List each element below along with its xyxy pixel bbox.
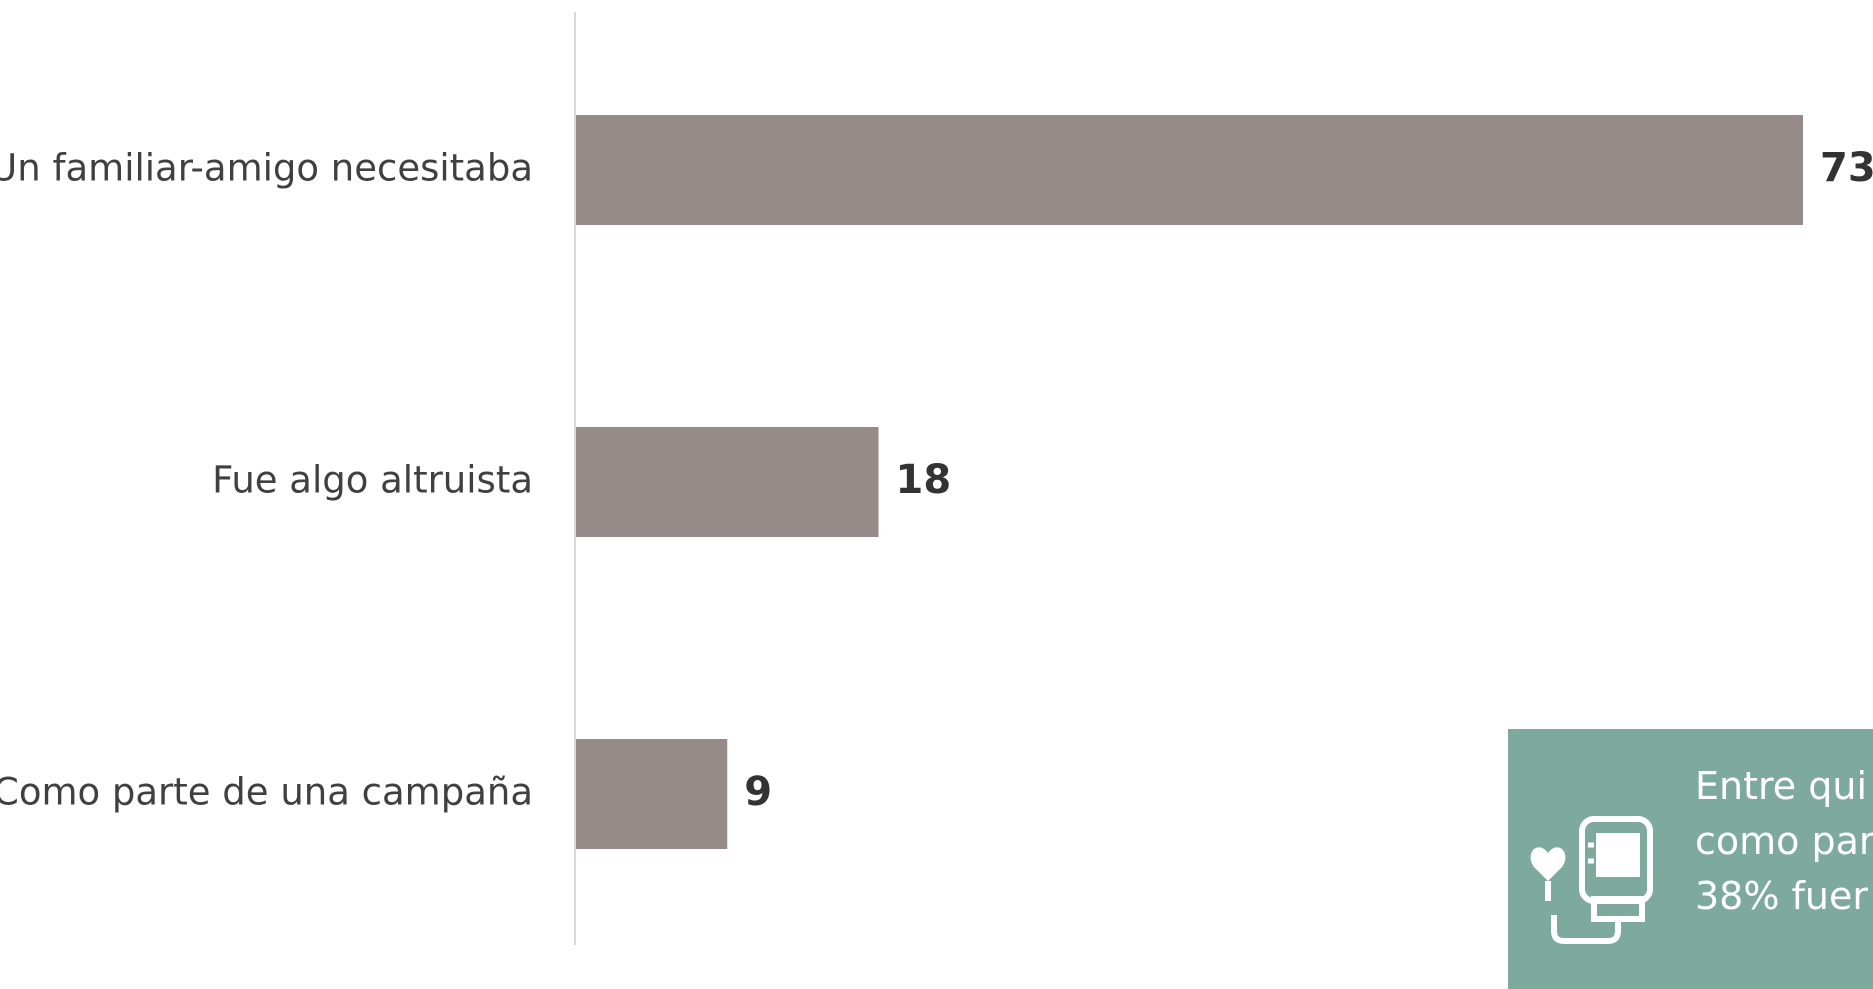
callout-text: Entre qui como par 38% fuer xyxy=(1695,764,1873,918)
bar-chart: Un familiar-amigo necesitaba 73 Fue algo a… xyxy=(0,12,1873,945)
callout-box: Entre qui como par 38% fuer xyxy=(1508,729,1873,989)
category-label-2: Como parte de una campaña xyxy=(0,771,533,814)
blood-donation-bag-heart-icon xyxy=(1530,816,1653,944)
data-label-1: 18 xyxy=(896,457,952,503)
bar-0 xyxy=(576,115,1803,225)
bar-1 xyxy=(576,427,879,537)
bar-2 xyxy=(576,739,728,849)
category-label-0: Un familiar-amigo necesitaba xyxy=(0,147,533,190)
labels-layer: Un familiar-amigo necesitaba 73 Fue algo a… xyxy=(0,145,1873,815)
data-label-2: 9 xyxy=(744,769,772,815)
bars-layer xyxy=(576,115,1803,849)
data-label-0: 73 xyxy=(1820,145,1873,191)
category-label-1: Fue algo altruista xyxy=(212,459,533,502)
